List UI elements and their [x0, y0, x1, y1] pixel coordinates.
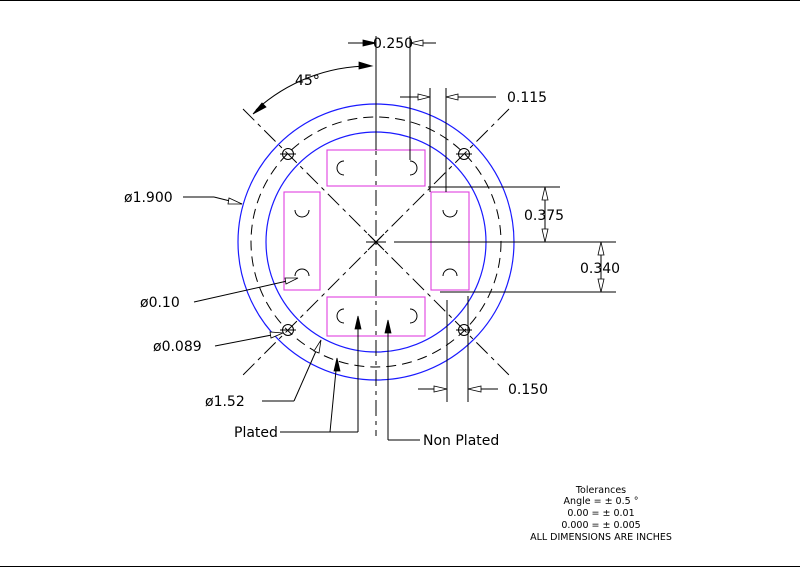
dim-1900-label: ø1.900	[124, 190, 173, 206]
angle-arc	[255, 65, 371, 111]
non-plated-label: Non Plated	[423, 433, 499, 449]
center-mark-d2	[367, 233, 385, 251]
tolerance-two-decimal: 0.00 = ± 0.01	[567, 508, 634, 519]
dim-0375-label: 0.375	[524, 208, 564, 224]
pin-hole-right-2	[442, 268, 458, 277]
pad-bottom	[326, 296, 426, 337]
pad-left	[283, 191, 321, 291]
dim-0089-label: ø0.089	[153, 339, 202, 355]
dim-0250-label: 0.250	[373, 36, 413, 52]
pin-hole-left-1	[294, 209, 310, 218]
pin-hole-bottom-1	[336, 308, 345, 324]
tolerance-angle: Angle = ± 0.5 °	[564, 496, 639, 507]
dim-0150-label: 0.150	[508, 382, 548, 398]
dim-010-label: ø0.10	[140, 295, 180, 311]
dim-0340-label: 0.340	[580, 261, 620, 277]
pad-right	[430, 191, 470, 291]
dim-0115-label: 0.115	[507, 90, 547, 106]
pin-hole-top-1	[336, 160, 345, 176]
pin-hole-left-2	[294, 268, 310, 277]
dim-152-label: ø1.52	[205, 394, 245, 410]
plated-label: Plated	[234, 425, 278, 441]
pin-hole-bottom-2	[409, 308, 418, 324]
dim-angle-label: 45°	[295, 73, 320, 89]
tolerance-three-decimal: 0.000 = ± 0.005	[561, 520, 640, 531]
units-note: ALL DIMENSIONS ARE INCHES	[530, 532, 672, 543]
tolerances-block: Tolerances Angle = ± 0.5 ° 0.00 = ± 0.01…	[530, 485, 672, 543]
pin-hole-top-2	[409, 160, 418, 176]
pin-hole-right-1	[442, 209, 458, 218]
tolerances-title: Tolerances	[575, 485, 626, 496]
